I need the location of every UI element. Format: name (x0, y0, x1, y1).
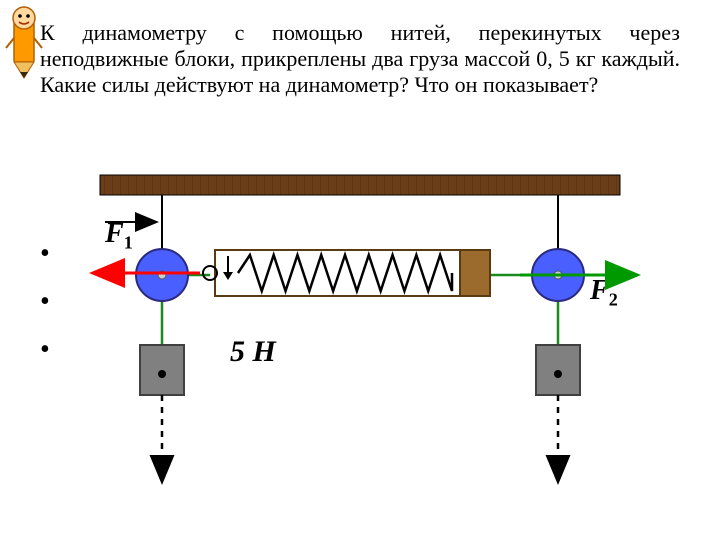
ceiling-bar (100, 175, 620, 195)
dynamometer-handle (460, 250, 490, 296)
diagram-svg (0, 0, 720, 540)
pencil-character-icon (0, 0, 48, 80)
weight-right-hook (554, 370, 562, 378)
weight-left-hook (158, 370, 166, 378)
